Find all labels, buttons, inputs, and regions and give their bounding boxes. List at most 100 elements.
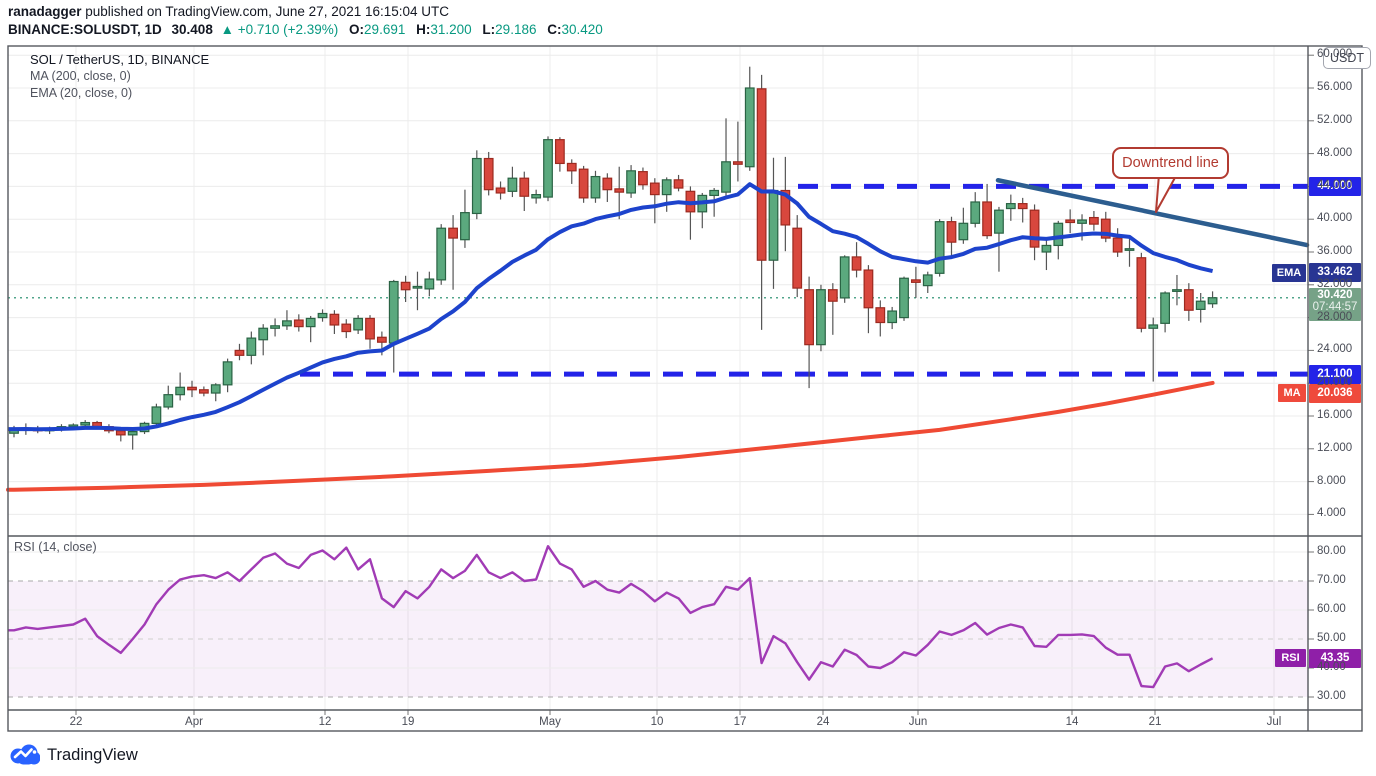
price-axis-label: 4.000 <box>1317 507 1346 520</box>
candle-body <box>827 289 838 302</box>
candle-body <box>448 227 458 239</box>
author-name: ranadagger <box>8 4 82 19</box>
bar-countdown: 07:44:57 <box>1312 301 1358 314</box>
candle-body <box>768 189 779 261</box>
rsi-axis-label: 70.00 <box>1317 574 1346 586</box>
candle-body <box>649 182 660 196</box>
rsi-line <box>8 545 1214 689</box>
tradingview-logo-text: TradingView <box>47 745 138 764</box>
candle-body <box>471 157 482 215</box>
candle-body <box>638 171 648 186</box>
price-axis-label: 24.000 <box>1317 343 1353 356</box>
candle-body <box>863 269 874 309</box>
candle-body <box>566 162 577 172</box>
price-axis-label: 36.000 <box>1317 245 1353 257</box>
ema-axis-tag: EMA <box>1272 263 1306 282</box>
candle-body <box>305 317 316 328</box>
ma-axis-tag: MA <box>1278 384 1306 403</box>
candle-body <box>210 384 221 394</box>
open-value: 29.691 <box>364 22 406 37</box>
candle-body <box>507 177 518 192</box>
candle-body <box>282 320 292 327</box>
rsi-axis-label: 40.00 <box>1317 661 1346 673</box>
legend-title[interactable]: SOL / TetherUS, 1D, BINANCE <box>30 52 210 67</box>
support-price-badge: 21.100 <box>1309 364 1361 384</box>
close-value: 30.420 <box>561 22 603 37</box>
candle-body <box>910 279 921 283</box>
candle-body <box>222 361 233 386</box>
candle-body <box>341 323 352 333</box>
candle-body <box>317 312 328 319</box>
time-axis-label: May <box>539 716 561 728</box>
candle-body <box>994 209 1004 234</box>
rsi-value-badge: 43.35 <box>1309 648 1361 668</box>
candle-body <box>780 189 791 226</box>
candle-body <box>436 227 447 281</box>
downtrend-trendline <box>995 178 1310 248</box>
candle-body <box>293 319 304 328</box>
candle-body <box>151 406 162 424</box>
candle-body <box>1017 203 1028 210</box>
candle-body <box>115 430 126 436</box>
candle-body <box>875 307 886 324</box>
candle-body <box>246 337 257 356</box>
price-axis-label: 56.000 <box>1317 81 1353 93</box>
legend-ma200[interactable]: MA (200, close, 0) <box>30 69 131 83</box>
price-axis-label: 28.000 <box>1317 310 1353 323</box>
downtrend-annotation-tail <box>1155 173 1178 213</box>
candle-body <box>519 177 530 197</box>
time-axis-label: Jun <box>908 716 928 728</box>
time-axis-label: Jul <box>1266 716 1282 728</box>
candle-body <box>887 310 898 324</box>
candle-body <box>80 421 91 426</box>
close-label: C: <box>547 22 562 37</box>
candle-body <box>424 278 435 290</box>
byline-rest: published on TradingView.com, June 27, 2… <box>81 4 450 19</box>
candle-body <box>531 194 542 199</box>
candle-body <box>756 88 767 261</box>
candle-body <box>614 188 625 193</box>
candle-body <box>198 389 209 394</box>
candle-body <box>495 187 506 194</box>
candle-body <box>388 280 399 344</box>
downtrend-annotation[interactable]: Downtrend line <box>1112 147 1229 179</box>
candle-body <box>1041 244 1052 253</box>
candle-body <box>400 281 411 291</box>
price-axis-label: 60.000 <box>1317 48 1353 61</box>
candle-body <box>163 394 174 408</box>
time-axis-label: 14 <box>1065 716 1079 728</box>
time-axis-label: 12 <box>318 716 332 728</box>
price-axis-label: 44.000 <box>1317 179 1353 192</box>
time-axis-label: 19 <box>401 716 415 728</box>
rsi-axis-tag: RSI <box>1275 649 1306 668</box>
candle-body <box>1172 289 1182 292</box>
candle-body <box>732 161 743 165</box>
price-axis-label: 12.000 <box>1317 441 1353 454</box>
ma-value-badge: 20.036 <box>1309 383 1361 403</box>
candle-body <box>1088 216 1099 225</box>
candle-body <box>1005 203 1016 210</box>
price-axis-label: 16.000 <box>1317 409 1353 421</box>
candle-body <box>626 170 636 194</box>
last-price-value: 30.420 <box>1317 289 1353 302</box>
currency-toggle-button[interactable]: USDT <box>1323 47 1371 69</box>
time-axis-label: 24 <box>816 716 830 728</box>
tradingview-logo[interactable]: TradingView <box>10 744 138 766</box>
candle-body <box>483 157 494 191</box>
candle-body <box>661 179 672 196</box>
time-axis-label: 22 <box>69 716 83 728</box>
legend-ema20[interactable]: EMA (20, close, 0) <box>30 86 133 100</box>
last-price: 30.408 <box>171 22 213 37</box>
candle-body <box>1100 218 1111 239</box>
legend-rsi[interactable]: RSI (14, close) <box>14 540 97 554</box>
candle-body <box>543 139 553 198</box>
candle-body <box>1148 324 1159 329</box>
candle-body <box>353 317 364 331</box>
symbol-line: BINANCE:SOLUSDT, 1D 30.408 ▲ +0.710 (+2.… <box>8 22 603 37</box>
candle-body <box>1195 300 1206 311</box>
ma200-line <box>6 380 1215 492</box>
price-axis-label: 40.000 <box>1317 212 1353 225</box>
price-axis-label: 8.000 <box>1317 474 1346 487</box>
